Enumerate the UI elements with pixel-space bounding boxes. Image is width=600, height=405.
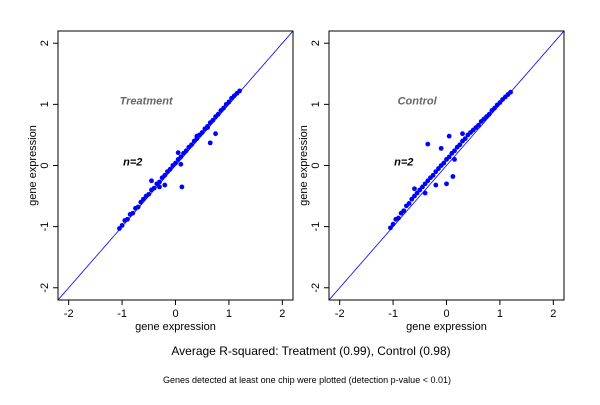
data-point — [205, 125, 210, 130]
x-tick-label: -2 — [64, 308, 74, 320]
data-point — [167, 166, 173, 172]
group-annotation: Control — [398, 95, 438, 107]
data-point — [476, 122, 481, 128]
data-point — [135, 204, 141, 210]
data-point — [460, 131, 465, 137]
data-point — [390, 221, 396, 227]
data-point — [189, 142, 194, 148]
data-point — [151, 185, 157, 191]
data-point — [226, 99, 232, 105]
data-point — [119, 223, 125, 228]
data-point — [452, 156, 457, 162]
data-point — [452, 148, 457, 154]
x-tick-label: 0 — [172, 308, 178, 320]
data-point — [438, 145, 444, 151]
y-tick-label: 0 — [310, 162, 322, 168]
data-point — [441, 160, 447, 166]
data-point — [237, 88, 242, 94]
data-point — [215, 111, 221, 117]
data-point — [213, 131, 218, 137]
data-point — [425, 141, 431, 147]
scatter-panel-1: -2 -1 0 1 2 -2 -1 0 1 2 gene expression gene expres… — [27, 30, 294, 333]
data-point — [173, 160, 178, 166]
y-tick-label: -1 — [39, 222, 51, 232]
y-tick-label: -2 — [39, 283, 51, 293]
data-point — [183, 148, 189, 154]
data-point — [508, 89, 513, 95]
y-tick-label: 2 — [39, 40, 51, 46]
reference-line-y-equals-x — [58, 31, 293, 300]
data-point — [146, 191, 152, 197]
x-tick-label: 1 — [226, 308, 232, 320]
data-point — [130, 210, 136, 216]
data-point — [179, 184, 185, 190]
data-point — [401, 208, 407, 214]
data-point — [175, 150, 181, 156]
data-point — [412, 186, 417, 192]
data-point — [207, 140, 213, 146]
y-tick-label: 1 — [39, 101, 51, 107]
data-point — [446, 133, 452, 139]
data-point — [457, 142, 463, 148]
x-tick-label: -1 — [117, 308, 127, 320]
x-axis-label: gene expression — [406, 321, 487, 333]
y-axis-label: gene expression — [27, 125, 39, 206]
y-tick-label: 0 — [39, 162, 51, 168]
caption: Average R-squared: Treatment (0.99), Con… — [171, 344, 450, 358]
y-tick-label: 1 — [310, 101, 322, 107]
y-tick-label: 2 — [310, 40, 322, 46]
point-group — [388, 89, 513, 231]
data-point — [221, 105, 226, 111]
sample-size-annotation: n=2 — [123, 157, 142, 169]
data-point — [422, 190, 428, 196]
scatter-panel-2: -2 -1 0 1 2 -2 -1 0 1 2 gene expression gene expres… — [298, 30, 565, 333]
reference-line-y-equals-x — [329, 31, 564, 300]
x-axis-label: gene expression — [135, 321, 216, 333]
data-point — [446, 154, 452, 160]
data-point — [125, 216, 130, 222]
data-point — [162, 172, 168, 178]
data-point — [430, 172, 436, 178]
data-point — [406, 201, 412, 206]
data-point — [433, 182, 439, 188]
data-point — [396, 215, 401, 221]
group-annotation: Treatment — [120, 95, 174, 107]
y-tick-label: -2 — [310, 283, 322, 293]
data-point — [444, 181, 449, 187]
data-point — [194, 133, 200, 139]
x-tick-label: 2 — [550, 308, 556, 320]
sample-size-annotation: n=2 — [394, 157, 413, 169]
data-point — [210, 117, 216, 123]
data-point — [462, 136, 468, 142]
data-point — [178, 154, 184, 160]
x-tick-label: -2 — [335, 308, 345, 320]
footnote: Genes detected at least one chip were pl… — [163, 375, 451, 385]
data-point — [162, 182, 168, 188]
point-group — [117, 88, 242, 231]
x-tick-label: 2 — [279, 308, 285, 320]
data-point — [157, 179, 162, 185]
y-tick-label: -1 — [310, 222, 322, 232]
data-point — [486, 111, 492, 117]
x-tick-label: 1 — [497, 308, 503, 320]
data-point — [450, 174, 456, 179]
data-point — [199, 130, 205, 135]
data-point — [149, 178, 154, 184]
data-point — [157, 184, 162, 190]
data-point — [388, 225, 393, 231]
x-tick-label: 0 — [443, 308, 449, 320]
y-axis-label: gene expression — [298, 125, 310, 206]
x-tick-label: -1 — [388, 308, 398, 320]
data-point — [178, 161, 184, 167]
